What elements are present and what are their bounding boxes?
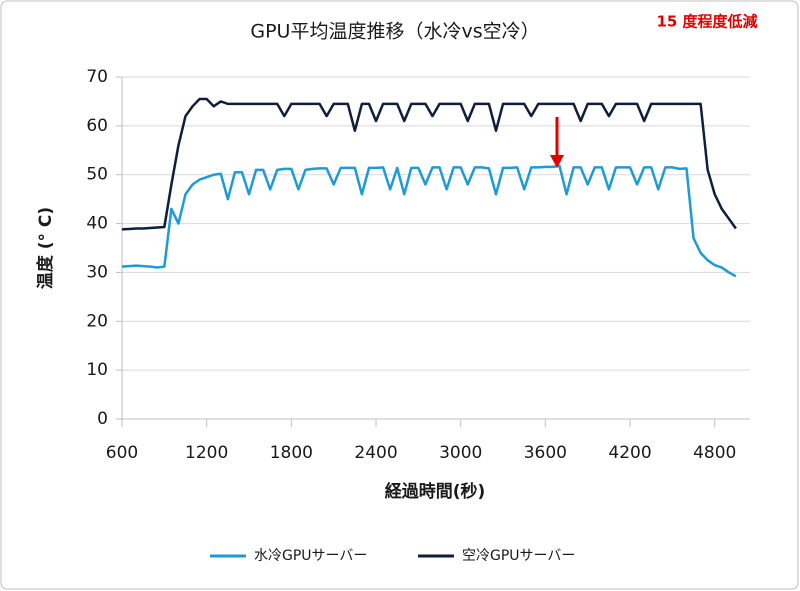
y-axis-title: 温度 (° C) <box>35 207 56 289</box>
legend-label: 空冷GPUサーバー <box>462 548 575 564</box>
x-axis-title: 経過時間(秒) <box>385 481 486 502</box>
grid: 0 10 20 30 40 50 60 70 600 1200 1800 2400 3000 3600 42… <box>86 67 750 463</box>
x-tick-label: 600 <box>106 443 138 463</box>
callout-arrow <box>550 117 564 168</box>
series-line <box>121 164 737 278</box>
y-tick-label: 50 <box>86 165 108 185</box>
annotation: 15 度程度低減 <box>656 13 757 31</box>
chart-title: GPU平均温度推移（水冷vs空冷） <box>250 21 539 43</box>
x-tick-label: 1200 <box>185 443 228 463</box>
plot <box>121 97 737 278</box>
x-tick-label: 1800 <box>270 443 313 463</box>
y-tick-label: 20 <box>86 311 108 331</box>
x-tick-label: 2400 <box>354 443 397 463</box>
x-tick-label: 3000 <box>439 443 482 463</box>
y-tick-label: 40 <box>86 214 108 234</box>
y-tick-label: 70 <box>86 67 108 87</box>
y-tick-label: 30 <box>86 262 108 282</box>
series-line <box>121 97 737 231</box>
x-tick-label: 3600 <box>524 443 567 463</box>
y-tick-label: 60 <box>86 116 108 136</box>
x-tick-label: 4800 <box>693 443 736 463</box>
legend: 水冷GPUサーバー 空冷GPUサーバー <box>210 548 575 564</box>
y-tick-label: 0 <box>97 409 108 429</box>
x-tick-label: 4200 <box>608 443 651 463</box>
y-tick-label: 10 <box>86 360 108 380</box>
legend-label: 水冷GPUサーバー <box>254 548 367 564</box>
